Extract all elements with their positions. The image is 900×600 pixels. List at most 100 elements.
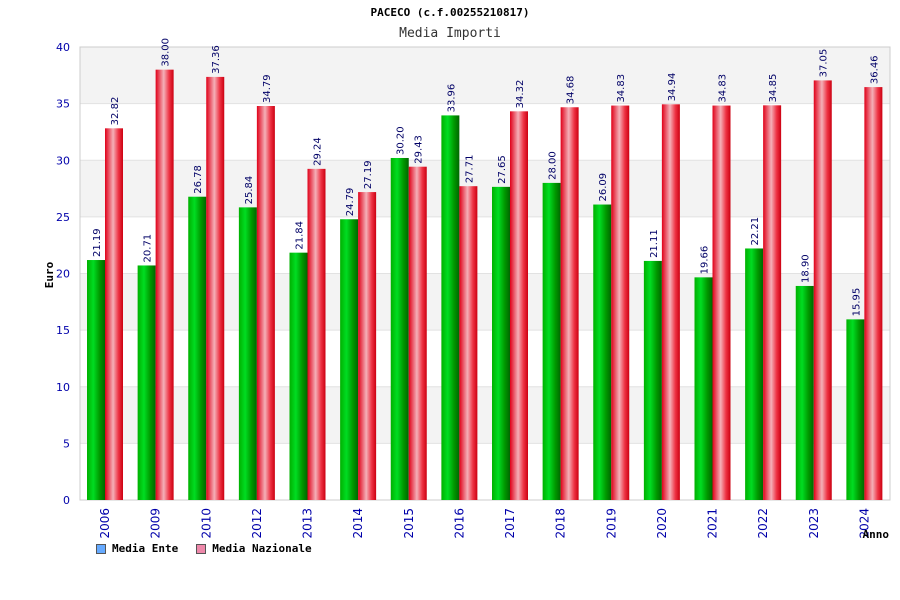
x-tick-label: 2009 <box>149 508 163 539</box>
legend-swatch-media-nazionale <box>196 543 207 554</box>
bar-media-nazionale <box>307 168 326 500</box>
x-tick-label: 2017 <box>503 508 517 539</box>
bar-media-nazionale <box>256 106 275 501</box>
data-label: 37.36 <box>211 45 222 74</box>
bar-media-nazionale <box>611 105 630 501</box>
data-label: 34.32 <box>515 80 526 109</box>
y-tick-label: 5 <box>63 437 70 450</box>
bar-media-ente <box>390 157 409 501</box>
data-label: 21.11 <box>649 229 660 258</box>
x-tick-label: 2015 <box>402 508 416 539</box>
bar-media-ente <box>745 248 764 500</box>
data-label: 21.84 <box>295 221 306 250</box>
data-label: 34.83 <box>718 74 729 103</box>
bar-media-nazionale <box>712 105 731 501</box>
data-label: 27.71 <box>464 155 475 184</box>
x-tick-label: 2018 <box>554 508 568 539</box>
plot-area-border <box>79 46 891 501</box>
x-tick-label: 2010 <box>199 508 213 539</box>
x-tick-label: 2016 <box>452 508 466 539</box>
legend-item-media-ente: Media Ente <box>96 542 178 555</box>
data-label: 26.78 <box>193 165 204 194</box>
x-axis: 2006 2009 2010 2012 2013 2014 2015 2016 2017 2018… <box>98 508 871 539</box>
bar-media-ente <box>137 265 156 500</box>
x-tick-label: 2006 <box>98 508 112 539</box>
data-label: 27.65 <box>497 155 508 184</box>
y-tick-label: 0 <box>63 494 70 507</box>
data-label: 34.83 <box>616 74 627 103</box>
bar-media-ente <box>340 219 359 501</box>
data-label: 22.21 <box>750 217 761 246</box>
bar-media-nazionale <box>105 128 123 500</box>
x-tick-label: 2013 <box>301 508 315 539</box>
x-axis-label: Anno <box>863 528 890 541</box>
data-label: 37.05 <box>819 49 830 78</box>
bar-media-ente <box>289 252 308 500</box>
legend-label-media-ente: Media Ente <box>112 542 179 555</box>
bar-media-nazionale <box>459 186 478 500</box>
data-label: 29.24 <box>313 137 324 166</box>
data-label: 36.46 <box>869 55 880 84</box>
bar-media-nazionale <box>510 111 528 501</box>
data-label: 15.95 <box>851 288 862 317</box>
y-tick-label: 25 <box>56 211 70 224</box>
bar-media-ente <box>795 285 814 500</box>
data-label: 29.43 <box>414 135 425 164</box>
x-tick-label: 2014 <box>351 508 365 539</box>
data-label: 25.84 <box>244 176 255 205</box>
x-tick-label: 2020 <box>655 508 669 539</box>
bar-media-nazionale <box>864 87 883 500</box>
data-label: 34.94 <box>667 73 678 102</box>
legend: Media Ente Media Nazionale <box>96 542 312 555</box>
data-label: 20.71 <box>143 234 154 263</box>
data-label: 34.68 <box>566 76 577 105</box>
data-label: 33.96 <box>446 84 457 113</box>
bar-media-nazionale <box>560 107 579 501</box>
data-label: 26.09 <box>598 173 609 202</box>
bar-media-ente <box>441 115 460 500</box>
bar-media-nazionale <box>155 69 174 501</box>
x-tick-label: 2021 <box>706 508 720 539</box>
data-label: 19.66 <box>700 246 711 275</box>
y-axis: 0 5 10 15 20 25 30 35 40 <box>56 41 70 507</box>
bar-media-nazionale <box>408 166 427 500</box>
y-tick-label: 30 <box>56 154 70 167</box>
bar-media-ente <box>593 204 612 500</box>
chart-subtitle: Media Importi <box>399 26 501 41</box>
bar-media-ente <box>492 186 510 500</box>
x-tick-label: 2022 <box>756 508 770 539</box>
data-label: 32.82 <box>110 97 121 126</box>
data-label: 28.00 <box>548 151 559 180</box>
bar-media-ente <box>188 196 207 501</box>
data-label: 34.79 <box>262 74 273 103</box>
data-label: 21.19 <box>92 228 103 257</box>
x-tick-label: 2024 <box>857 508 871 539</box>
y-tick-label: 10 <box>56 381 70 394</box>
y-tick-label: 20 <box>56 268 70 281</box>
data-label: 24.79 <box>345 188 356 217</box>
bar-media-ente <box>643 260 662 500</box>
data-label: 30.20 <box>396 126 407 155</box>
legend-label-media-nazionale: Media Nazionale <box>212 542 312 555</box>
bar-media-ente <box>87 260 105 500</box>
data-labels: 21.19 32.82 20.71 38.00 26.78 37.36 25.84 34.79… <box>92 38 880 316</box>
bar-media-nazionale <box>661 104 680 500</box>
bar-media-ente <box>694 277 713 500</box>
bar-media-ente <box>542 182 561 500</box>
x-tick-label: 2023 <box>807 508 821 539</box>
y-tick-label: 40 <box>56 41 70 54</box>
y-tick-label: 15 <box>56 324 70 337</box>
x-tick-label: 2012 <box>250 508 264 539</box>
chart-title: PACECO (c.f.00255210817) <box>371 6 530 19</box>
y-tick-label: 35 <box>56 98 70 111</box>
bar-media-nazionale <box>763 105 782 500</box>
bar-media-ente <box>846 319 865 500</box>
bars <box>87 69 883 501</box>
bar-media-nazionale <box>206 76 225 500</box>
data-label: 18.90 <box>801 254 812 283</box>
bar-media-nazionale <box>813 80 832 500</box>
legend-swatch-media-ente <box>96 543 106 554</box>
data-label: 38.00 <box>161 38 172 67</box>
data-label: 34.85 <box>768 74 779 103</box>
